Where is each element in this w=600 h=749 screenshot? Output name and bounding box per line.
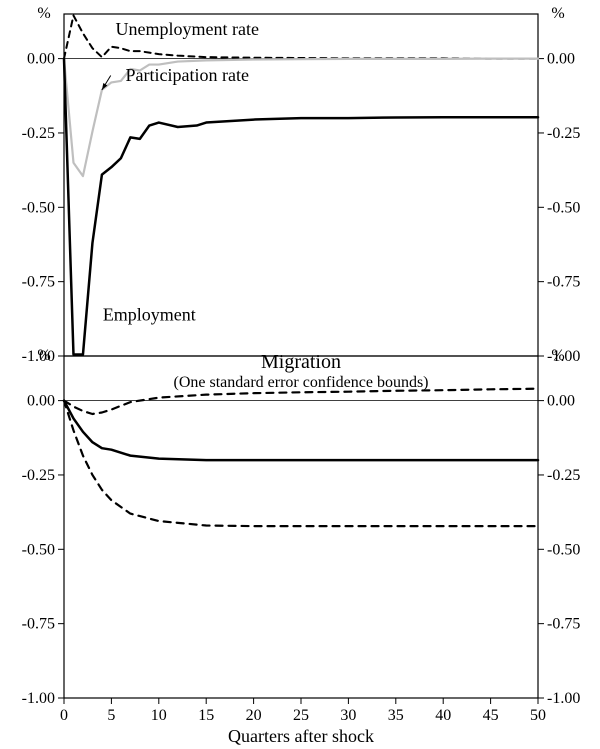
svg-text:30: 30: [340, 707, 356, 724]
svg-text:0.00: 0.00: [27, 51, 55, 68]
panel-title: Migration: [261, 351, 341, 373]
svg-text:5: 5: [107, 707, 115, 724]
svg-text:-0.50: -0.50: [22, 199, 55, 216]
svg-text:20: 20: [246, 707, 262, 724]
svg-text:-0.25: -0.25: [547, 467, 580, 484]
svg-text:-1.00: -1.00: [547, 690, 580, 707]
svg-text:0.00: 0.00: [547, 393, 575, 410]
svg-text:-0.25: -0.25: [22, 467, 55, 484]
chart-container: 0.00 0.00 -0.25 -0.25 -0.50 -0.50 -0.75 -0.75 -1…: [0, 0, 600, 749]
svg-text:-0.50: -0.50: [547, 199, 580, 216]
svg-text:%: %: [551, 347, 564, 364]
svg-text:-1.00: -1.00: [22, 690, 55, 707]
annotation: Participation rate: [126, 65, 249, 85]
svg-text:10: 10: [151, 707, 167, 724]
svg-text:0.00: 0.00: [27, 393, 55, 410]
svg-text:0.00: 0.00: [547, 51, 575, 68]
svg-text:40: 40: [435, 707, 451, 724]
x-axis-label: Quarters after shock: [228, 726, 374, 746]
svg-text:-0.75: -0.75: [22, 274, 55, 291]
svg-text:%: %: [37, 5, 50, 22]
panel-subtitle: (One standard error confidence bounds): [173, 374, 428, 391]
annotation: Unemployment rate: [116, 19, 259, 39]
svg-text:25: 25: [293, 707, 309, 724]
svg-text:-0.75: -0.75: [22, 616, 55, 633]
svg-text:15: 15: [198, 707, 214, 724]
svg-text:%: %: [37, 347, 50, 364]
svg-text:-0.50: -0.50: [547, 541, 580, 558]
svg-text:-0.50: -0.50: [22, 541, 55, 558]
svg-text:-0.25: -0.25: [22, 125, 55, 142]
svg-text:-0.75: -0.75: [547, 616, 580, 633]
svg-text:-0.75: -0.75: [547, 274, 580, 291]
annotation: Employment: [103, 304, 196, 324]
svg-text:45: 45: [483, 707, 499, 724]
chart-svg: 0.00 0.00 -0.25 -0.25 -0.50 -0.50 -0.75 -0.75 -1…: [0, 0, 600, 749]
svg-text:-0.25: -0.25: [547, 125, 580, 142]
svg-text:%: %: [551, 5, 564, 22]
svg-text:35: 35: [388, 707, 404, 724]
svg-text:50: 50: [530, 707, 546, 724]
svg-text:0: 0: [60, 707, 68, 724]
